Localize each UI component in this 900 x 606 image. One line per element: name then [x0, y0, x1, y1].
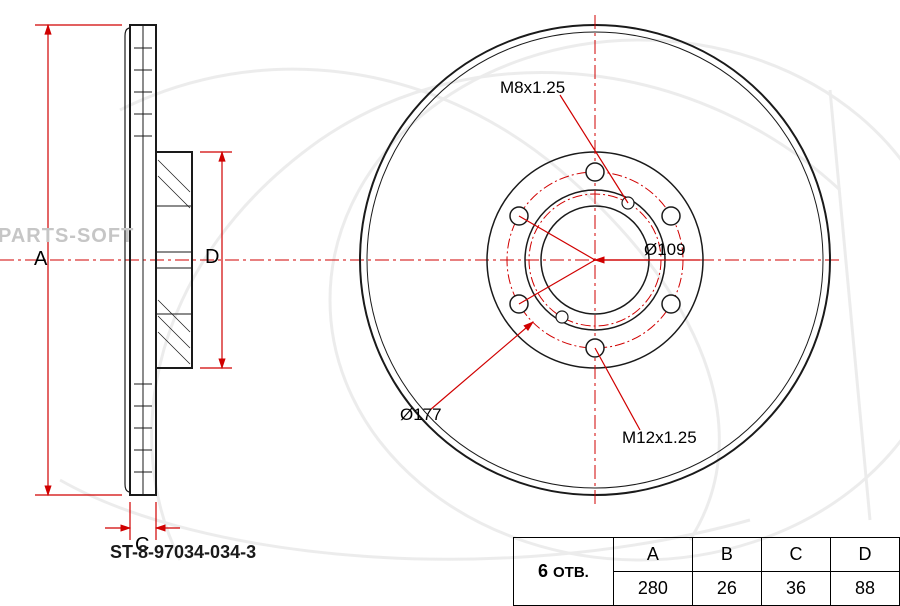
- td-A: 280: [613, 572, 692, 606]
- callout-bc: Ø177: [400, 405, 442, 425]
- callout-bore: Ø109: [644, 240, 686, 260]
- dim-label-D: D: [205, 246, 219, 269]
- dimensions: [35, 25, 700, 540]
- callout-m12: M12x1.25: [622, 428, 697, 448]
- td-C: 36: [761, 572, 830, 606]
- holes-qty: 6: [538, 561, 548, 581]
- th-B: B: [692, 538, 761, 572]
- part-number: ST-8-97034-034-3: [110, 542, 256, 563]
- dimension-table: 6 ОТВ. A B C D 280 26 36 88: [513, 537, 900, 606]
- td-B: 26: [692, 572, 761, 606]
- callout-m8: M8x1.25: [500, 78, 565, 98]
- drawing: [0, 0, 900, 606]
- th-D: D: [830, 538, 899, 572]
- th-C: C: [761, 538, 830, 572]
- dim-label-A: A: [34, 248, 47, 271]
- th-A: A: [613, 538, 692, 572]
- td-D: 88: [830, 572, 899, 606]
- holes-label: ОТВ.: [553, 564, 589, 581]
